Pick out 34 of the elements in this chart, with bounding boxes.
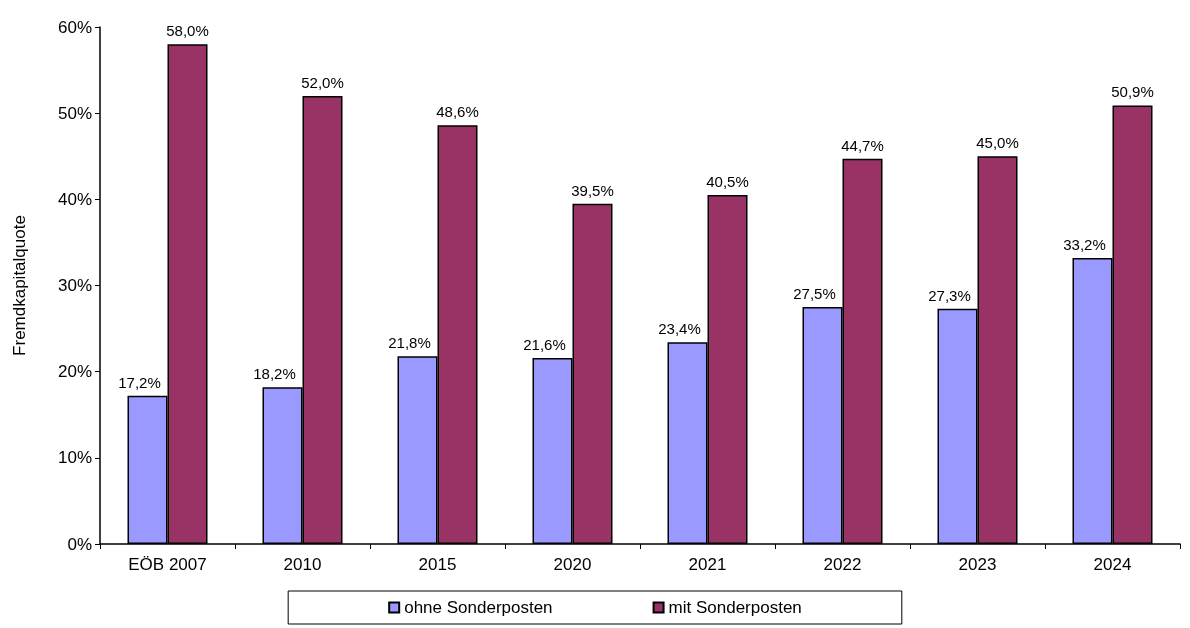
data-label: 27,3%	[928, 286, 971, 304]
legend-label: mit Sonderposten	[668, 598, 802, 617]
legend-label: ohne Sonderposten	[404, 598, 553, 617]
data-label: 48,6%	[436, 103, 479, 121]
data-label: 52,0%	[301, 73, 344, 91]
data-label: 21,8%	[388, 334, 431, 352]
y-tick-label: 50%	[57, 103, 92, 123]
x-tick-label: 2020	[553, 555, 592, 574]
data-label: 27,5%	[793, 285, 836, 303]
data-label: 40,5%	[706, 173, 749, 191]
y-tick-label: 60%	[57, 17, 92, 37]
y-tick-label: 40%	[57, 189, 92, 209]
data-label: 23,4%	[658, 320, 701, 338]
x-tick-label: 2023	[958, 555, 997, 574]
data-label: 58,0%	[166, 22, 209, 40]
y-tick-label: 0%	[67, 534, 92, 554]
data-label: 45,0%	[976, 134, 1019, 152]
data-label: 39,5%	[571, 181, 614, 199]
y-tick-label: 20%	[57, 362, 92, 382]
y-tick-label: 10%	[57, 448, 92, 468]
data-label: 33,2%	[1063, 235, 1106, 253]
x-tick-label: 2022	[823, 555, 862, 574]
x-tick-label: 2010	[283, 555, 322, 574]
data-label: 21,6%	[523, 335, 566, 353]
x-tick-label: 2024	[1093, 555, 1132, 574]
y-tick-label: 30%	[57, 276, 92, 295]
data-label: 50,9%	[1111, 83, 1154, 101]
data-label: 18,2%	[253, 365, 296, 383]
data-label: 44,7%	[841, 136, 884, 154]
y-axis-title: Fremdkapitalquote	[10, 215, 29, 356]
x-tick-label: 2015	[418, 555, 457, 574]
x-tick-label: 2021	[688, 555, 727, 574]
data-label: 17,2%	[118, 373, 161, 391]
x-tick-label: EÖB 2007	[128, 555, 207, 574]
